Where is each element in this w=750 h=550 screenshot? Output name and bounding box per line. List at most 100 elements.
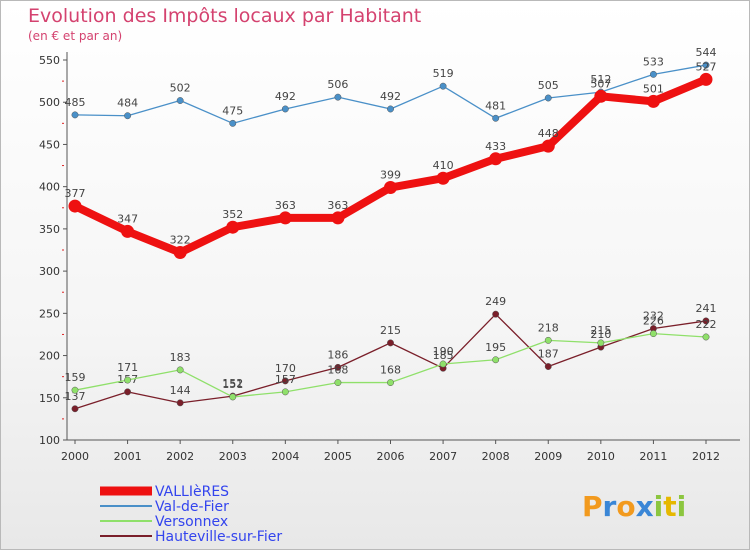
data-point-0 [489, 152, 503, 166]
data-point-2 [597, 339, 605, 347]
logo-letter: i [676, 490, 687, 523]
data-point-0 [699, 72, 713, 86]
data-label-0: 399 [380, 169, 401, 182]
y-tick-label: 250 [39, 307, 60, 320]
x-tick-label: 2009 [534, 450, 562, 463]
data-point-2 [544, 336, 552, 344]
data-point-0 [68, 199, 82, 213]
data-point-1 [544, 94, 552, 102]
data-point-1 [71, 111, 79, 119]
x-tick-label: 2001 [114, 450, 142, 463]
legend-label-versonnex: Versonnex [155, 514, 229, 530]
data-point-1 [229, 119, 237, 127]
data-label-3: 249 [485, 295, 506, 308]
logo-letter: x [635, 490, 654, 523]
data-point-0 [331, 211, 345, 225]
x-tick-label: 2012 [692, 450, 720, 463]
data-label-0: 363 [327, 199, 348, 212]
data-point-3 [176, 399, 184, 407]
data-label-0: 501 [643, 82, 664, 95]
data-label-1: 519 [433, 67, 454, 80]
y-tick-label: 200 [39, 350, 60, 363]
proxiti-logo: Proxiti [582, 490, 686, 523]
series-line-0 [71, 75, 710, 257]
data-label-3: 152 [222, 377, 243, 390]
data-point-0 [541, 139, 555, 153]
data-point-0 [121, 224, 135, 238]
data-point-3 [544, 363, 552, 370]
data-point-2 [124, 376, 132, 384]
data-point-1 [439, 82, 447, 90]
y-tick-label: 550 [39, 54, 60, 67]
data-label-3: 210 [590, 328, 611, 341]
data-label-2: 157 [275, 373, 296, 386]
x-tick-label: 2008 [482, 450, 510, 463]
data-label-0: 507 [590, 77, 611, 90]
data-point-0 [384, 181, 397, 195]
data-point-2 [281, 388, 289, 396]
logo-letter: P [582, 490, 603, 523]
data-label-3: 137 [65, 390, 86, 403]
data-point-2 [334, 379, 342, 387]
data-point-1 [124, 112, 132, 120]
data-point-2 [176, 366, 184, 374]
data-point-0 [436, 171, 450, 185]
chart-subtitle: (en € et par an) [28, 29, 123, 43]
data-label-1: 506 [327, 78, 348, 91]
y-tick-label: 500 [39, 96, 60, 109]
data-label-2: 195 [485, 341, 506, 354]
data-label-3: 185 [433, 349, 454, 362]
data-label-2: 183 [170, 351, 191, 364]
data-label-0: 410 [433, 159, 454, 172]
data-label-2: 159 [65, 371, 86, 384]
data-label-3: 186 [327, 348, 348, 361]
data-point-0 [173, 246, 187, 260]
data-point-1 [649, 70, 657, 78]
data-label-2: 218 [538, 321, 559, 334]
data-point-3 [281, 377, 289, 385]
data-point-0 [226, 220, 240, 234]
data-label-2: 215 [590, 324, 611, 337]
legend-label-val-de-fier: Val-de-Fier [155, 499, 229, 515]
x-tick-label: 2010 [587, 450, 615, 463]
data-point-2 [649, 330, 657, 338]
data-label-3: 232 [643, 310, 664, 323]
y-tick-label: 450 [39, 138, 60, 151]
data-label-3: 241 [696, 302, 717, 315]
x-tick-label: 2003 [219, 450, 247, 463]
data-point-3 [124, 388, 132, 396]
data-label-1: 485 [65, 96, 86, 109]
data-point-1 [702, 61, 710, 69]
data-point-2 [492, 356, 500, 364]
data-point-3 [492, 310, 500, 318]
data-point-2 [71, 386, 79, 394]
data-point-0 [646, 94, 660, 108]
data-label-0: 448 [538, 127, 559, 140]
y-tick-label: 350 [39, 223, 60, 236]
data-label-2: 171 [117, 361, 138, 374]
data-label-3: 187 [538, 348, 559, 361]
legend-label-vallieres: VALLIèRES [155, 484, 230, 500]
data-point-3 [71, 405, 79, 413]
data-label-1: 502 [170, 82, 191, 95]
data-label-1: 484 [117, 97, 138, 110]
data-label-0: 352 [222, 208, 243, 221]
data-label-0: 377 [65, 187, 86, 200]
data-point-3 [387, 339, 394, 347]
data-label-2: 168 [327, 364, 348, 377]
data-point-0 [594, 89, 608, 103]
data-label-2: 190 [433, 345, 454, 358]
data-label-2: 222 [696, 318, 717, 331]
x-tick-label: 2007 [429, 450, 457, 463]
y-tick-label: 300 [39, 265, 60, 278]
data-point-2 [439, 360, 447, 368]
data-point-1 [387, 105, 394, 113]
data-label-1: 512 [590, 73, 611, 86]
data-label-0: 363 [275, 199, 296, 212]
data-point-2 [702, 333, 710, 341]
data-label-2: 168 [380, 364, 401, 377]
data-point-1 [176, 97, 184, 104]
data-point-1 [281, 105, 289, 113]
